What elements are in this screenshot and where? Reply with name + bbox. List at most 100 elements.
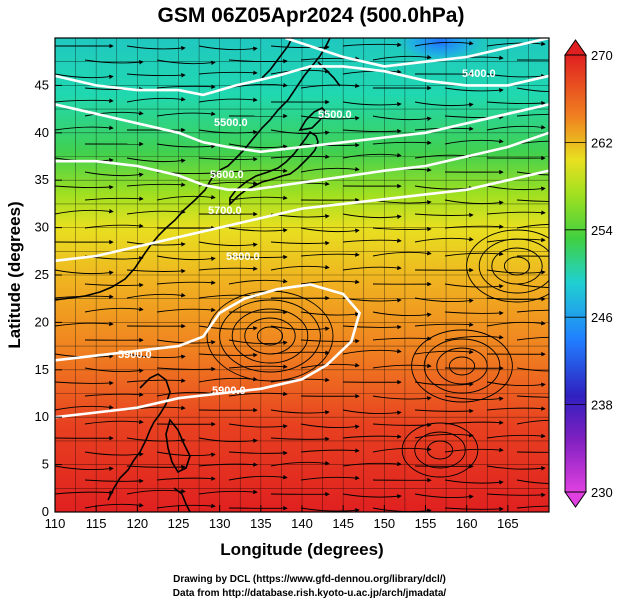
x-tick-label: 150 [373,516,395,531]
streamline [486,406,546,411]
vortex-streamline [448,356,476,376]
streamline [126,292,186,299]
contour-5800.0 [55,169,549,263]
contour-label-5800: 5800.0 [226,251,260,263]
streamline [444,199,504,206]
streamline [300,362,360,369]
streamline [372,54,432,61]
streamline [444,224,504,229]
streamline [156,503,216,509]
streamline [300,83,360,89]
x-tick-label: 145 [332,516,354,531]
streamline [516,171,549,176]
contour-5900.0 [55,283,362,419]
credit-dcl: Drawing by DCL (https://www.gfd-dennou.o… [173,574,446,585]
streamline [55,269,114,276]
streamline [84,282,144,288]
height-contours [55,38,549,419]
streamline [84,502,144,509]
streamline [270,129,330,136]
streamline [342,101,402,107]
streamline [228,278,288,285]
streamline [444,479,504,485]
streamline [228,423,288,429]
plot-area: 5400.0 5500.0 5500.0 5600.0 5700.0 5800.… [55,38,549,512]
streamline [228,450,288,456]
contour-label-5700: 5700.0 [208,205,242,217]
streamline [156,84,216,89]
streamline [55,380,114,386]
streamline [126,157,186,164]
vortex-streamline [423,338,501,394]
streamline [300,279,360,285]
streamline [486,185,546,192]
streamline [84,478,144,484]
y-tick-label: 45 [35,77,49,92]
streamline [414,212,474,218]
streamline [156,194,216,201]
streamline [516,309,549,313]
streamline [486,73,546,79]
streamline [342,461,402,467]
streamline [228,227,288,233]
colorbar-tick-label: 262 [591,135,613,150]
y-tick-label: 25 [35,267,49,282]
streamline [156,111,216,117]
streamline [55,98,114,103]
streamline [84,306,144,313]
vortex-streamline [478,238,549,294]
streamline [55,208,114,215]
streamline [342,213,402,220]
streamline [55,125,114,131]
vortex-streamline [244,317,296,355]
vortex-streamline [411,329,513,403]
streamline [444,395,504,401]
streamline [516,505,549,509]
streamline [300,448,360,453]
streamline [126,437,186,443]
vortex-streamline [503,256,531,276]
streamline [198,437,258,443]
x-tick-label: 125 [168,516,190,531]
x-tick-label: 120 [126,516,148,531]
streamline [516,419,549,425]
streamline [414,322,474,327]
streamline [342,152,402,159]
contour-labels: 5400.0 5500.0 5500.0 5600.0 5700.0 5800.… [118,68,496,397]
streamline [126,464,186,470]
colorbar-tick-label: 246 [591,310,613,325]
streamline [198,489,258,495]
streamline [372,226,432,232]
x-axis-ticks: 110 115 120 125 130 135 140 145 150 155 160 165 [45,505,519,531]
vortex-streamline [466,229,549,303]
streamline [516,367,549,372]
colorbar-tick-label: 230 [591,485,613,500]
x-axis-title: Longitude (degrees) [220,540,383,559]
streamline [156,390,216,397]
streamline [156,307,216,313]
streamline [126,209,186,215]
streamline [516,336,549,341]
streamline [300,166,360,173]
colorbar-tick-label: 270 [591,48,613,63]
streamline [372,336,432,341]
streamline [84,419,144,425]
streamline [270,264,330,271]
streamline [126,378,186,383]
streamline [342,238,402,243]
streamline [198,352,258,358]
credit-data-source: Data from http://database.rish.kyoto-u.a… [172,588,447,599]
contour-label-5900-west: 5900.0 [118,349,152,361]
contour-5600.0 [55,103,549,154]
streamline [126,353,186,359]
streamline [414,493,474,499]
contour-label-5600: 5600.0 [210,169,244,181]
streamline [342,348,402,355]
streamline [372,395,432,401]
contour-5400.0 [285,38,549,68]
streamline [372,250,432,257]
streamline [270,460,330,467]
streamline [444,506,504,512]
contour-5500.0 [55,65,549,97]
